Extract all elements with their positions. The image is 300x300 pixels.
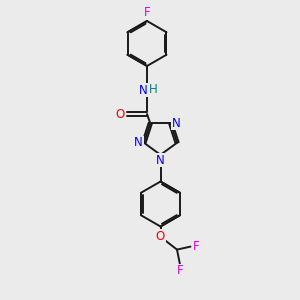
Text: N: N [134,136,143,149]
Text: O: O [116,107,124,121]
Text: F: F [177,264,183,277]
Text: H: H [149,82,158,96]
Text: N: N [172,117,181,130]
Text: F: F [144,6,150,20]
Text: F: F [193,240,199,253]
Text: N: N [156,154,165,167]
Text: N: N [139,83,148,97]
Text: O: O [156,230,165,243]
